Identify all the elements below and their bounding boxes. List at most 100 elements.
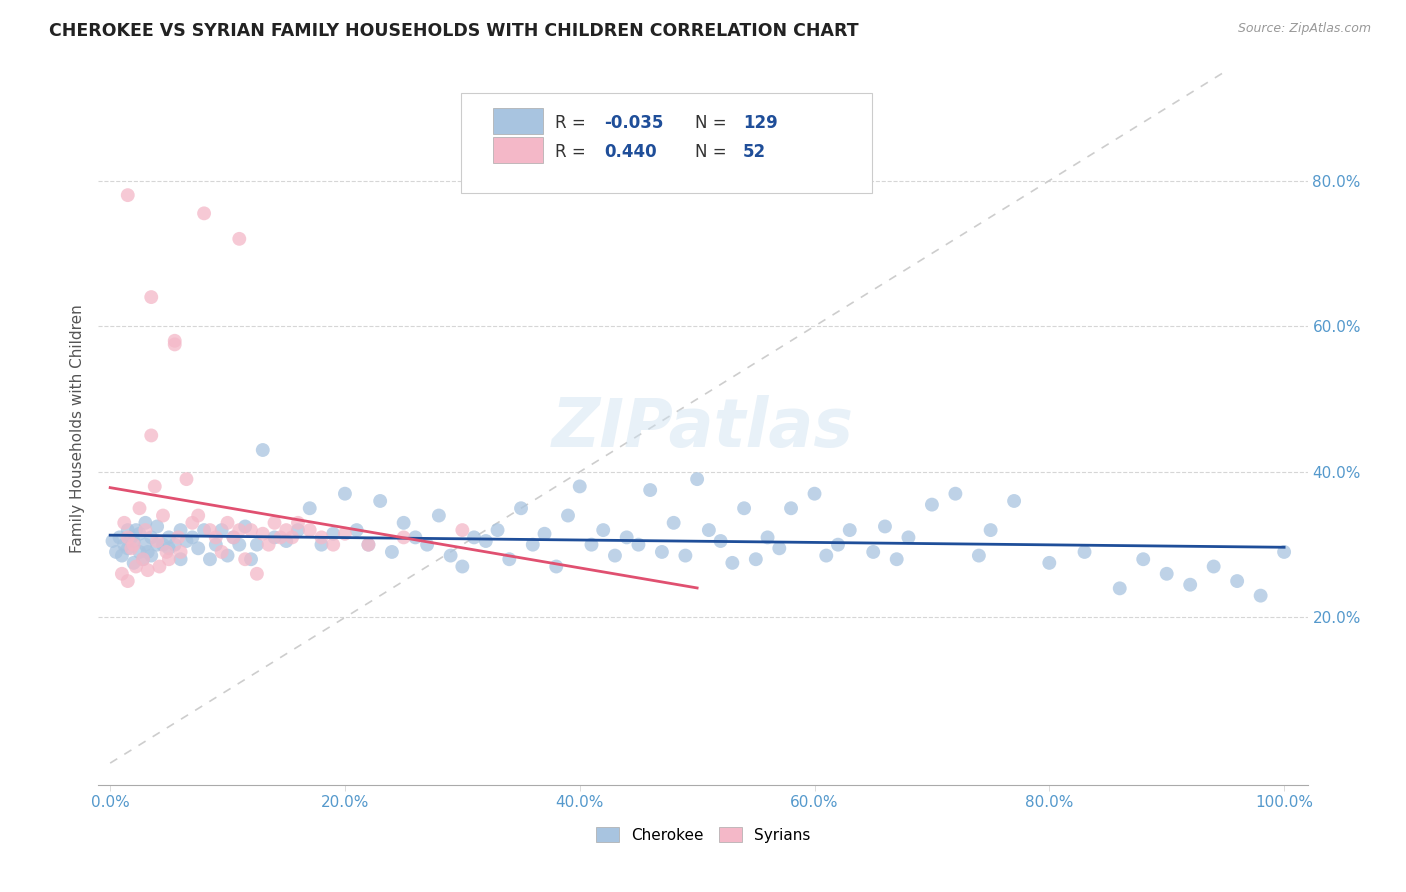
Point (193, 206, 215, 220)
Point (263, 516, 285, 530)
Point (120, 541, 142, 556)
Point (1002, 494, 1025, 508)
Point (143, 479, 166, 493)
Point (152, 538, 174, 552)
Point (157, 541, 180, 556)
Point (125, 559, 148, 574)
Point (392, 516, 415, 530)
Point (439, 549, 461, 563)
Point (240, 552, 263, 566)
Point (136, 545, 159, 559)
Point (176, 534, 198, 549)
Point (187, 508, 209, 523)
Point (287, 523, 309, 537)
Point (163, 337, 186, 351)
Point (257, 538, 280, 552)
Point (522, 538, 544, 552)
Text: 0.440: 0.440 (603, 143, 657, 161)
Point (1108, 582, 1130, 596)
Point (662, 516, 685, 530)
Point (269, 530, 291, 544)
Point (122, 556, 145, 570)
Point (167, 530, 190, 544)
Point (1226, 574, 1249, 588)
Point (838, 523, 860, 537)
Point (101, 534, 124, 549)
Point (862, 545, 884, 559)
Point (603, 549, 626, 563)
Point (463, 530, 485, 544)
Point (222, 530, 245, 544)
Point (710, 534, 733, 549)
Point (128, 526, 150, 541)
Point (233, 519, 256, 533)
Point (117, 523, 139, 537)
Point (122, 538, 145, 552)
Point (134, 516, 156, 530)
Point (980, 523, 1002, 537)
Point (1038, 556, 1060, 570)
Point (122, 534, 145, 549)
Point (163, 538, 186, 552)
Point (357, 538, 380, 552)
Point (333, 486, 356, 500)
Point (263, 530, 285, 544)
Point (873, 519, 896, 533)
Point (346, 523, 368, 537)
Point (111, 566, 134, 581)
Point (228, 523, 250, 537)
Point (1180, 578, 1202, 592)
Point (311, 538, 333, 552)
Point (510, 501, 533, 516)
Point (169, 552, 191, 566)
Point (581, 538, 603, 552)
Point (111, 549, 134, 563)
Point (967, 549, 990, 563)
Point (404, 530, 426, 544)
Point (125, 523, 148, 537)
Point (333, 526, 356, 541)
Point (533, 526, 555, 541)
Point (486, 523, 509, 537)
Point (134, 538, 156, 552)
Point (673, 549, 696, 563)
Point (233, 552, 256, 566)
Legend: Cherokee, Syrians: Cherokee, Syrians (589, 821, 817, 848)
Point (921, 498, 943, 512)
Point (1156, 566, 1178, 581)
Point (392, 530, 415, 544)
Point (148, 559, 170, 574)
Point (120, 530, 142, 544)
Point (128, 501, 150, 516)
Point (815, 549, 838, 563)
Point (886, 552, 908, 566)
Point (198, 552, 221, 566)
Point (721, 556, 744, 570)
Point (756, 530, 779, 544)
Point (768, 541, 790, 556)
Point (246, 538, 269, 552)
Text: N =: N = (695, 143, 731, 161)
Point (132, 552, 155, 566)
Point (228, 232, 250, 246)
Point (105, 545, 128, 559)
Point (686, 472, 709, 486)
Point (475, 534, 498, 549)
Point (117, 541, 139, 556)
Point (169, 545, 191, 559)
Point (357, 538, 380, 552)
Point (322, 526, 344, 541)
Point (222, 530, 245, 544)
Point (163, 334, 186, 348)
Point (498, 552, 520, 566)
Point (1202, 559, 1225, 574)
Point (152, 508, 174, 523)
Text: 129: 129 (742, 114, 778, 132)
Point (427, 508, 450, 523)
Point (128, 545, 150, 559)
Point (176, 472, 198, 486)
Text: Source: ZipAtlas.com: Source: ZipAtlas.com (1237, 22, 1371, 36)
Text: N =: N = (695, 114, 731, 132)
Point (592, 523, 614, 537)
Point (651, 545, 673, 559)
